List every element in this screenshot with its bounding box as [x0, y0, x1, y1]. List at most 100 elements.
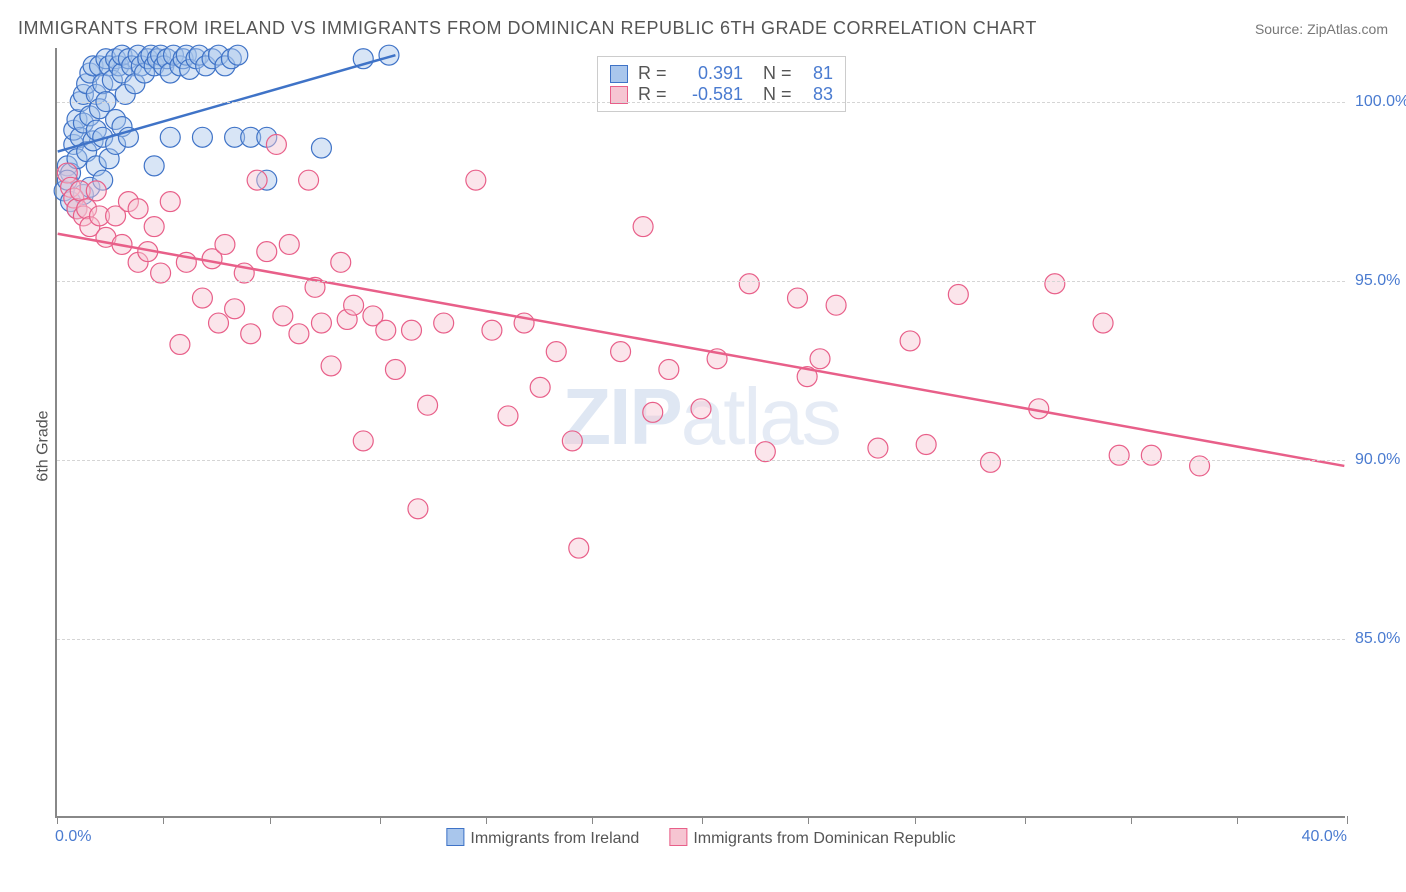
x-tick — [1237, 816, 1238, 824]
scatter-point — [311, 313, 331, 333]
scatter-point — [916, 435, 936, 455]
scatter-point — [1093, 313, 1113, 333]
scatter-point — [868, 438, 888, 458]
legend-swatch-1 — [446, 828, 464, 846]
scatter-point — [385, 360, 405, 380]
stats-n-label-1: N = — [763, 63, 793, 84]
scatter-point — [321, 356, 341, 376]
scatter-point — [86, 181, 106, 201]
x-tick — [1347, 816, 1348, 824]
scatter-point — [160, 192, 180, 212]
scatter-point — [241, 324, 261, 344]
scatter-point — [1109, 445, 1129, 465]
scatter-point — [1141, 445, 1161, 465]
x-tick — [57, 816, 58, 824]
scatter-point — [257, 242, 277, 262]
stats-r-value-1: 0.391 — [678, 63, 743, 84]
scatter-point — [981, 452, 1001, 472]
legend-label-1: Immigrants from Ireland — [470, 830, 639, 847]
scatter-point — [228, 45, 248, 65]
scatter-point — [279, 234, 299, 254]
scatter-point — [948, 285, 968, 305]
scatter-point — [311, 138, 331, 158]
gridline-h — [57, 639, 1345, 640]
scatter-point — [247, 170, 267, 190]
y-tick-label: 95.0% — [1355, 272, 1406, 290]
y-tick-label: 85.0% — [1355, 630, 1406, 648]
scatter-point — [331, 252, 351, 272]
x-end-label: 40.0% — [1302, 828, 1347, 846]
bottom-legend: Immigrants from Ireland Immigrants from … — [446, 828, 955, 848]
scatter-point — [209, 313, 229, 333]
legend-item-2: Immigrants from Dominican Republic — [669, 828, 955, 848]
x-tick — [915, 816, 916, 824]
stats-n-value-1: 81 — [803, 63, 833, 84]
scatter-point — [225, 299, 245, 319]
scatter-point — [691, 399, 711, 419]
y-axis-label: 6th Grade — [35, 410, 53, 481]
legend-swatch-2 — [669, 828, 687, 846]
plot-area: ZIPatlas R = 0.391 N = 81 R = -0.581 N =… — [55, 48, 1345, 818]
source-link[interactable]: ZipAtlas.com — [1307, 21, 1388, 37]
source-prefix: Source: — [1255, 21, 1307, 37]
scatter-point — [562, 431, 582, 451]
x-tick — [1131, 816, 1132, 824]
scatter-point — [289, 324, 309, 344]
scatter-point — [408, 499, 428, 519]
scatter-point — [530, 377, 550, 397]
scatter-point — [755, 442, 775, 462]
x-tick — [486, 816, 487, 824]
scatter-point — [344, 295, 364, 315]
scatter-point — [482, 320, 502, 340]
title-bar: IMMIGRANTS FROM IRELAND VS IMMIGRANTS FR… — [18, 18, 1388, 39]
y-tick-label: 100.0% — [1355, 93, 1406, 111]
stats-legend-box: R = 0.391 N = 81 R = -0.581 N = 83 — [597, 56, 846, 112]
scatter-point — [192, 288, 212, 308]
stats-swatch-1 — [610, 65, 628, 83]
scatter-point — [215, 234, 235, 254]
x-tick — [592, 816, 593, 824]
scatter-point — [434, 313, 454, 333]
stats-r-label-1: R = — [638, 63, 668, 84]
scatter-point — [299, 170, 319, 190]
scatter-point — [900, 331, 920, 351]
scatter-point — [144, 217, 164, 237]
scatter-point — [569, 538, 589, 558]
legend-label-2: Immigrants from Dominican Republic — [693, 830, 955, 847]
scatter-point — [192, 127, 212, 147]
x-tick — [380, 816, 381, 824]
scatter-point — [826, 295, 846, 315]
scatter-point — [1045, 274, 1065, 294]
scatter-point — [643, 402, 663, 422]
x-tick — [163, 816, 164, 824]
scatter-point — [170, 335, 190, 355]
scatter-point — [273, 306, 293, 326]
x-tick — [702, 816, 703, 824]
scatter-point — [376, 320, 396, 340]
scatter-point — [810, 349, 830, 369]
scatter-point — [788, 288, 808, 308]
scatter-point — [266, 134, 286, 154]
scatter-point — [611, 342, 631, 362]
scatter-point — [353, 431, 373, 451]
legend-item-1: Immigrants from Ireland — [446, 828, 639, 848]
scatter-point — [379, 45, 399, 65]
trend-line — [58, 234, 1345, 466]
x-tick — [270, 816, 271, 824]
scatter-point — [466, 170, 486, 190]
gridline-h — [57, 460, 1345, 461]
gridline-h — [57, 281, 1345, 282]
scatter-point — [402, 320, 422, 340]
stats-row-series-1: R = 0.391 N = 81 — [610, 63, 833, 84]
x-start-label: 0.0% — [55, 828, 91, 846]
scatter-point — [546, 342, 566, 362]
scatter-point — [128, 199, 148, 219]
scatter-point — [160, 127, 180, 147]
source-credit: Source: ZipAtlas.com — [1255, 21, 1388, 37]
scatter-point — [418, 395, 438, 415]
scatter-point — [659, 360, 679, 380]
chart-title: IMMIGRANTS FROM IRELAND VS IMMIGRANTS FR… — [18, 18, 1037, 39]
y-tick-label: 90.0% — [1355, 451, 1406, 469]
gridline-h — [57, 102, 1345, 103]
scatter-point — [739, 274, 759, 294]
